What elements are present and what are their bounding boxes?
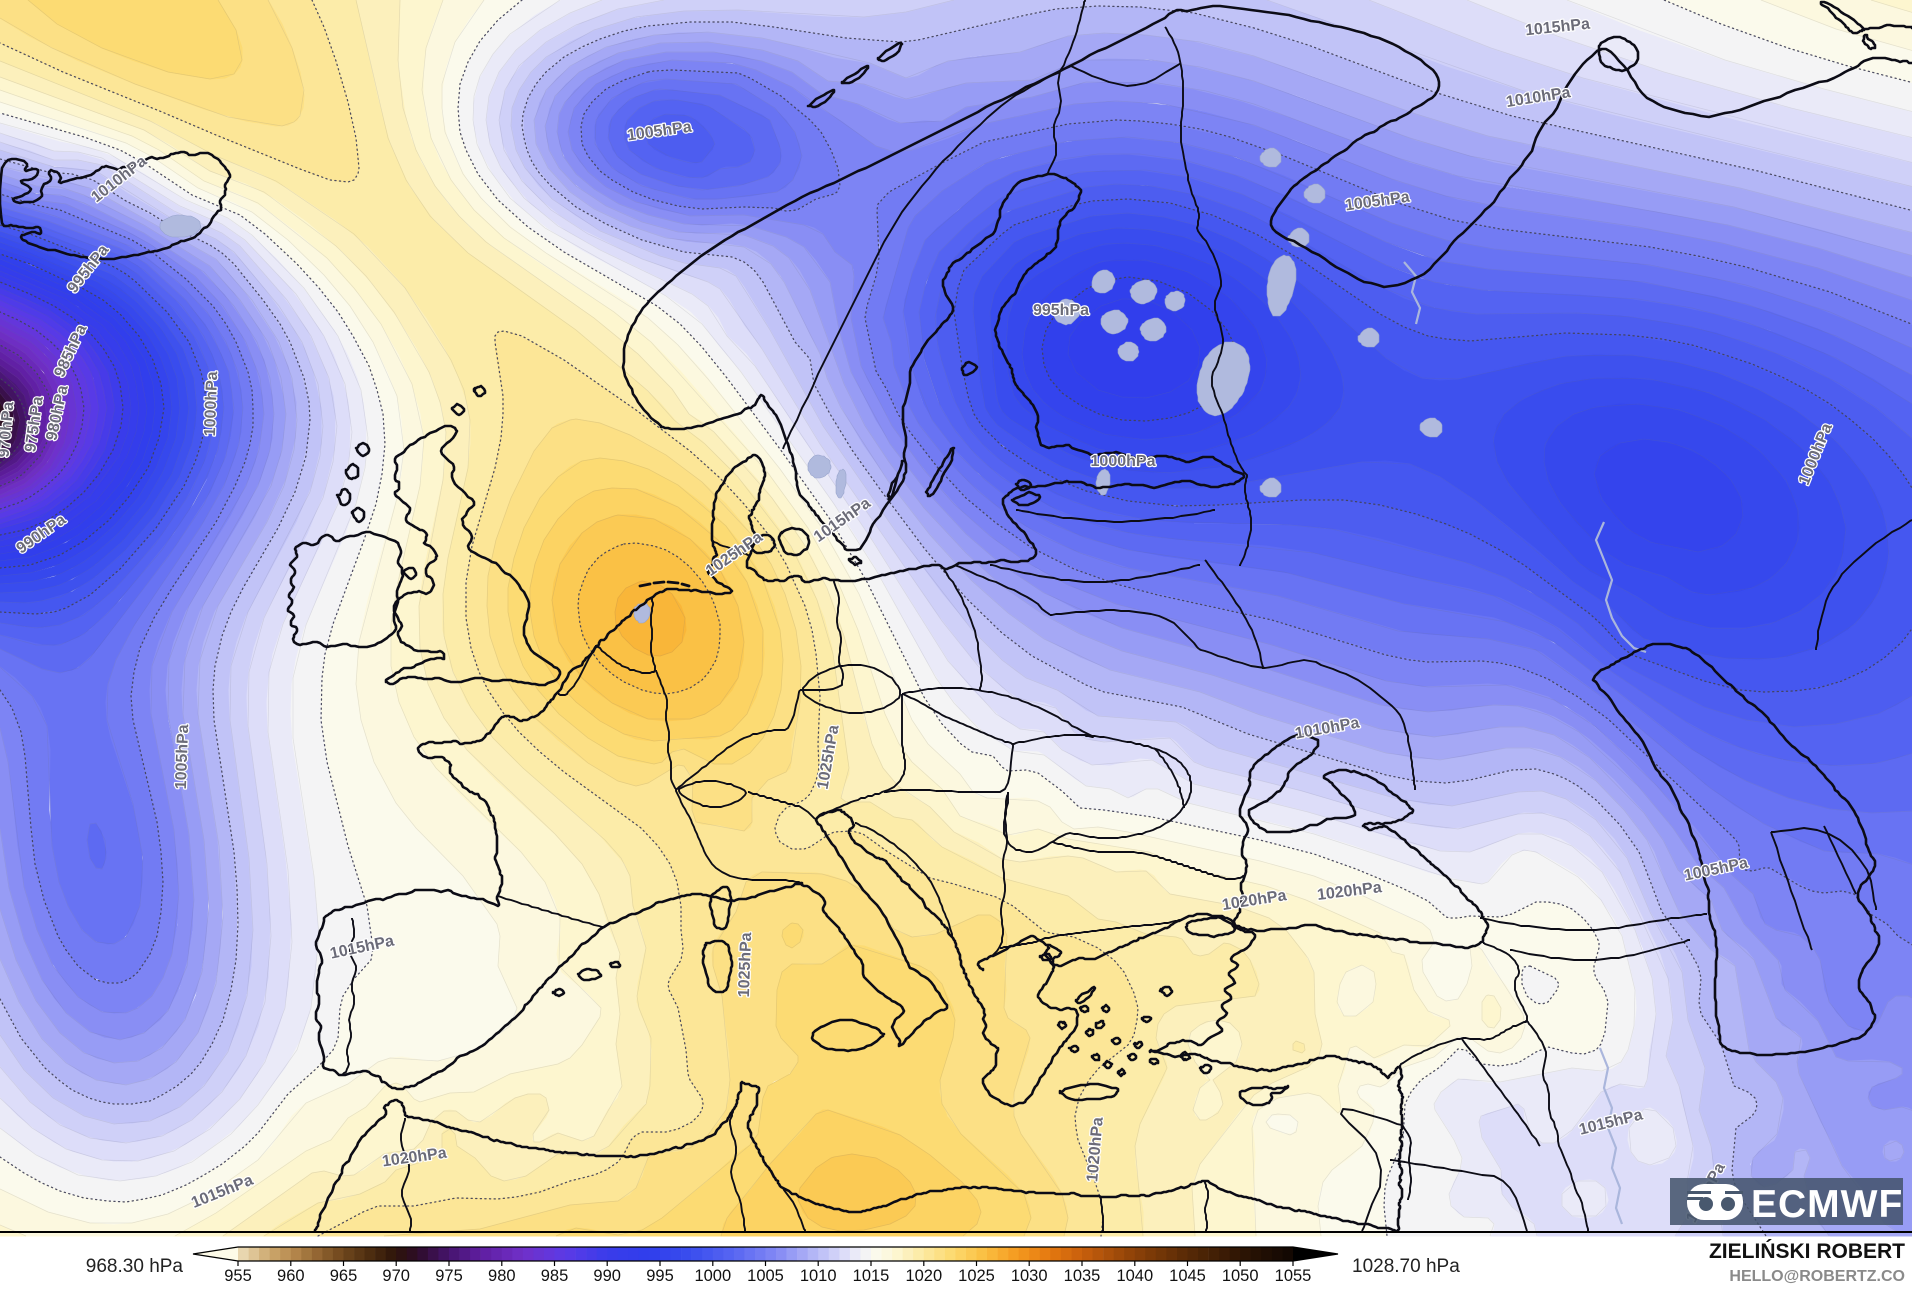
svg-text:1025: 1025 [958,1267,995,1285]
svg-text:HELLO@ROBERTZ.CO: HELLO@ROBERTZ.CO [1729,1268,1905,1285]
svg-text:970: 970 [382,1267,410,1285]
svg-text:980: 980 [488,1267,516,1285]
svg-text:968.30 hPa: 968.30 hPa [86,1256,184,1277]
svg-text:1045: 1045 [1169,1267,1206,1285]
svg-text:955: 955 [224,1267,252,1285]
svg-text:1035: 1035 [1064,1267,1101,1285]
svg-text:995: 995 [646,1267,674,1285]
svg-text:960: 960 [277,1267,305,1285]
svg-text:1020: 1020 [905,1267,942,1285]
svg-text:995hPa: 995hPa [1033,302,1089,319]
svg-text:985: 985 [541,1267,569,1285]
svg-text:1040: 1040 [1116,1267,1153,1285]
svg-text:ECMWF: ECMWF [1751,1183,1903,1226]
svg-text:1015: 1015 [853,1267,890,1285]
svg-text:1030: 1030 [1011,1267,1048,1285]
svg-text:1055: 1055 [1275,1267,1312,1285]
svg-text:1050: 1050 [1222,1267,1259,1285]
svg-text:1010: 1010 [800,1267,837,1285]
svg-text:1000hPa: 1000hPa [1091,453,1156,470]
svg-text:965: 965 [330,1267,358,1285]
svg-text:1005hPa: 1005hPa [173,724,192,790]
svg-text:990: 990 [593,1267,621,1285]
svg-text:975: 975 [435,1267,463,1285]
svg-text:1028.70 hPa: 1028.70 hPa [1352,1256,1460,1277]
svg-text:ZIELIŃSKI ROBERT: ZIELIŃSKI ROBERT [1709,1240,1905,1263]
svg-text:1000: 1000 [694,1267,731,1285]
svg-text:1020hPa: 1020hPa [1084,1116,1107,1182]
svg-text:1025hPa: 1025hPa [736,932,755,998]
svg-text:1005: 1005 [747,1267,784,1285]
svg-text:1000hPa: 1000hPa [202,371,221,437]
